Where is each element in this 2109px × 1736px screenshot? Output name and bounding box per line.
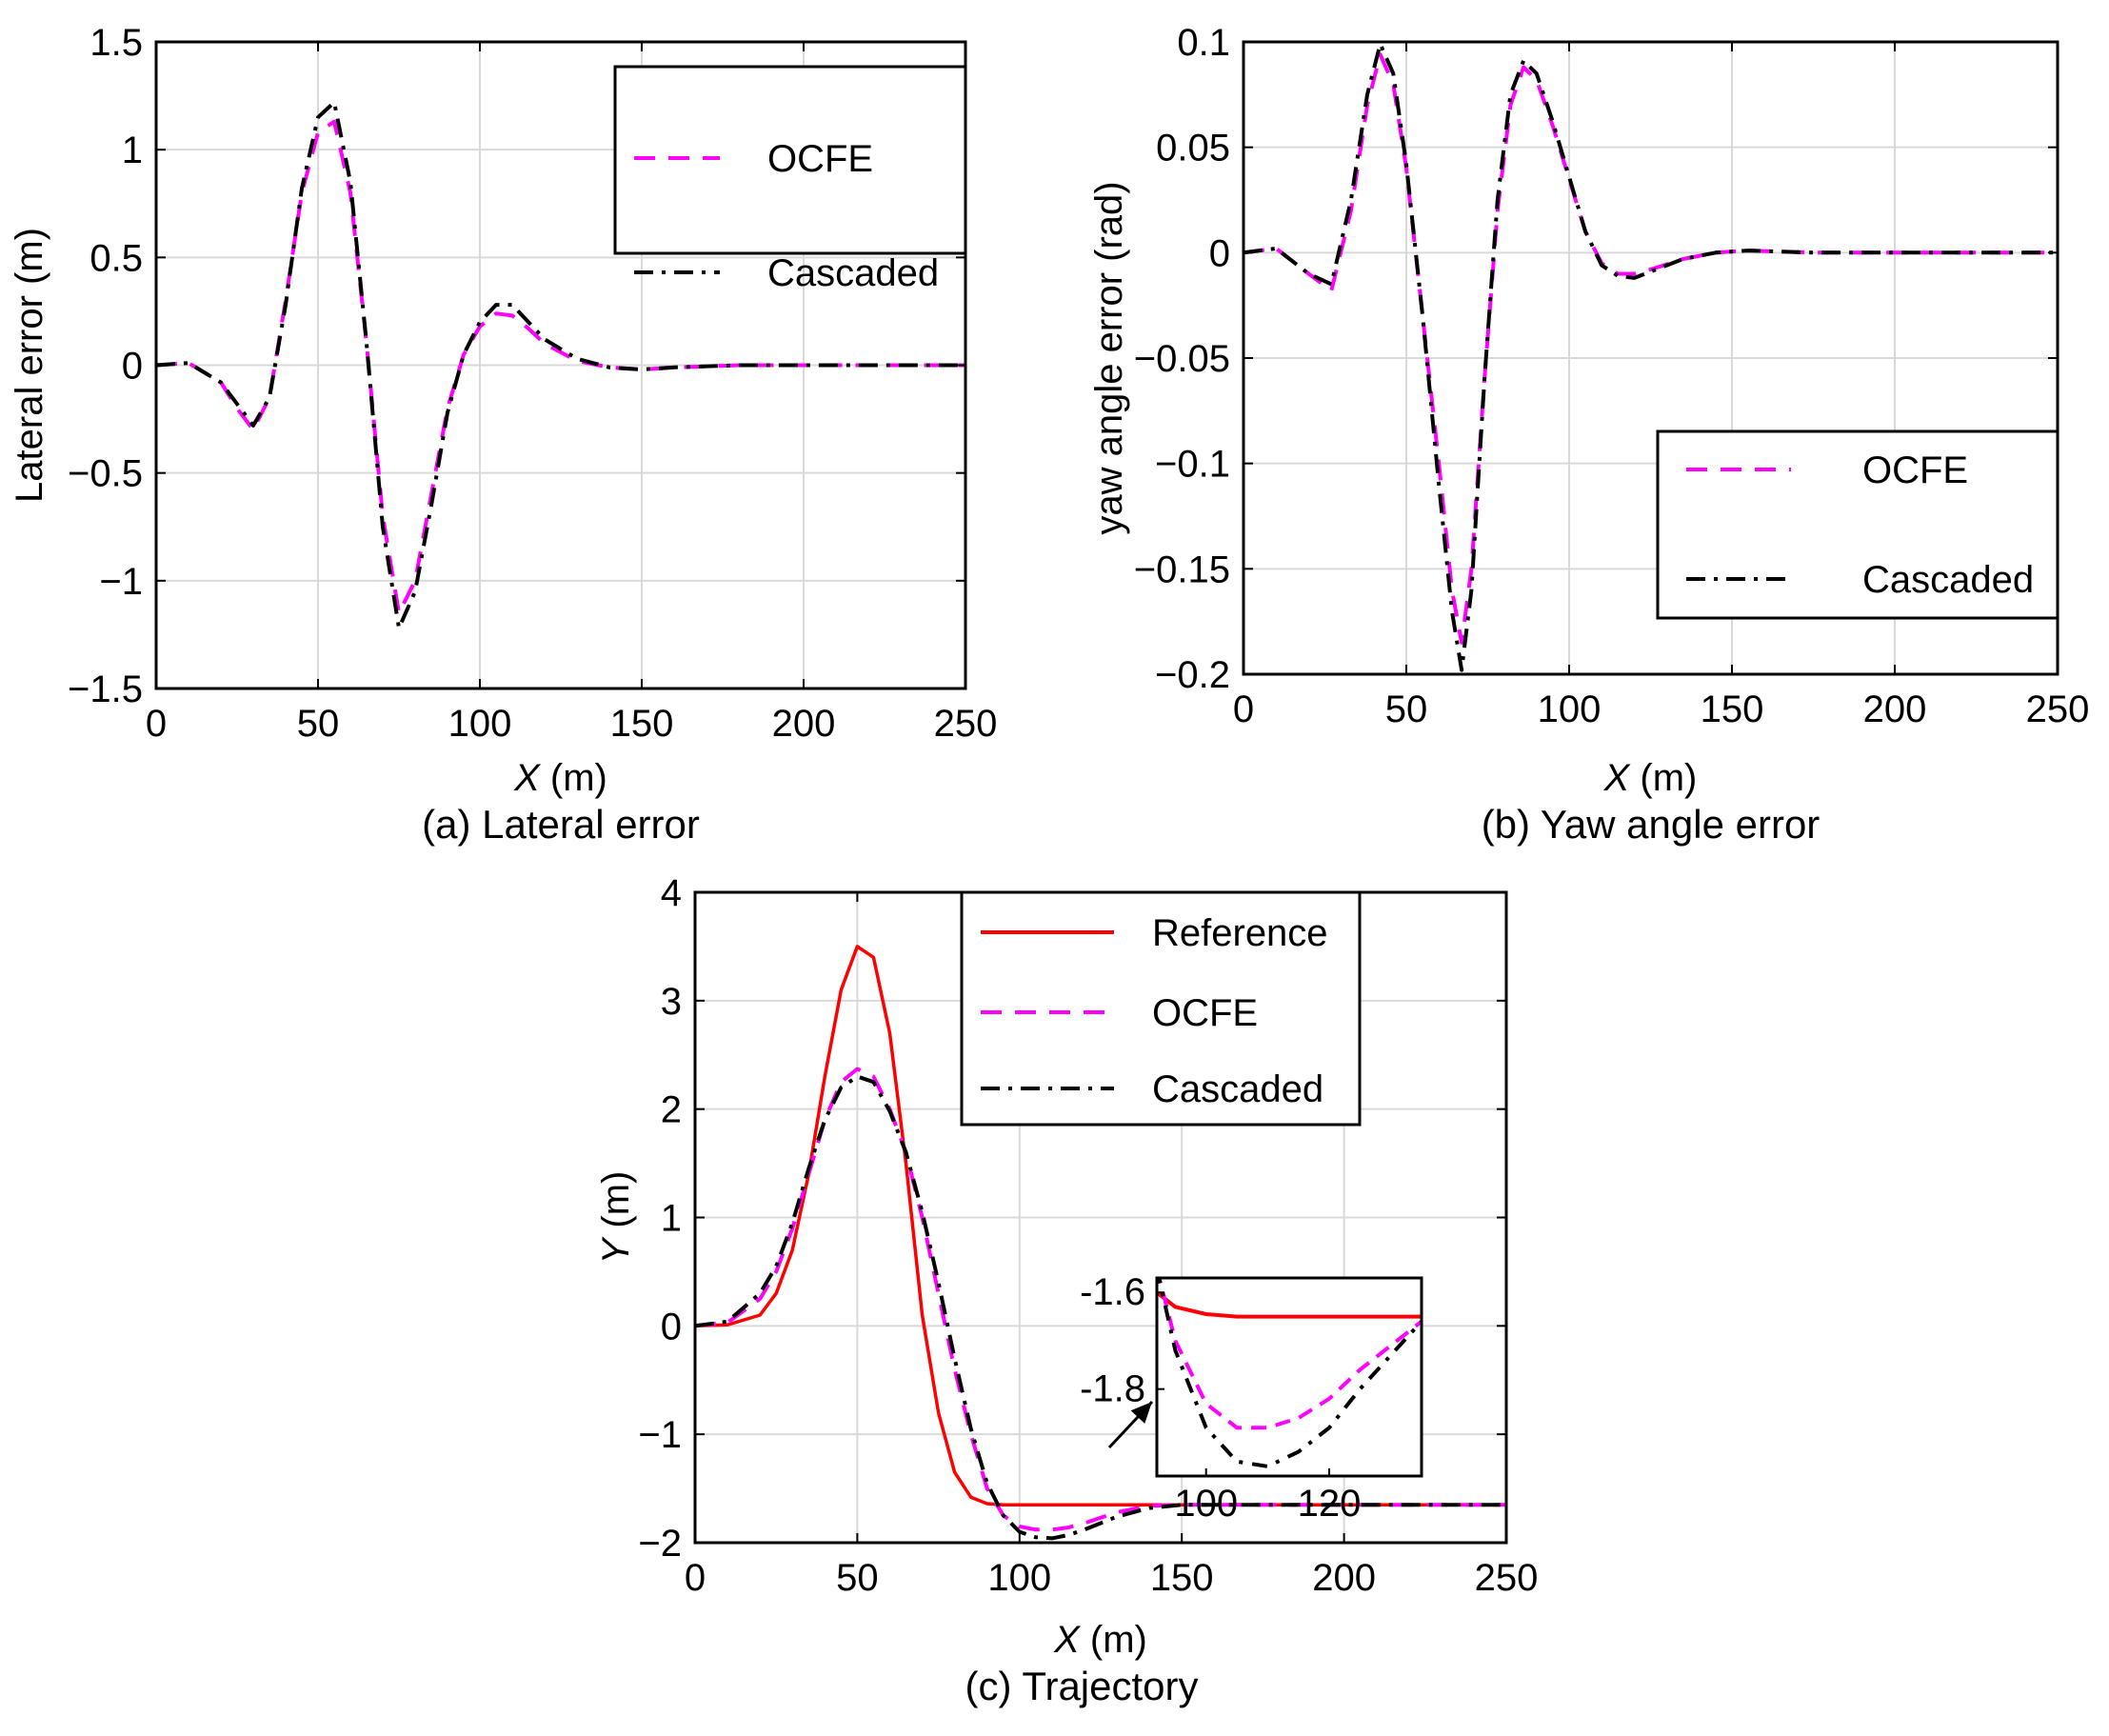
x-axis-label: X (m): [1603, 757, 1698, 799]
inset-x-tick-label: 120: [1298, 1483, 1362, 1525]
series-line-cascaded: [695, 1074, 1506, 1541]
x-axis-label: X (m): [513, 757, 607, 799]
y-tick-label: 1: [122, 130, 143, 171]
legend-label: Cascaded: [767, 252, 939, 294]
inset-zoom: 100 120 -1.6 -1.8: [1080, 1271, 1423, 1525]
inset-background: [1157, 1278, 1422, 1476]
legend-label: OCFE: [767, 138, 873, 180]
legend-label: OCFE: [1152, 992, 1258, 1034]
y-tick-label: −0.15: [1134, 549, 1230, 590]
chart-b: 0 50 100 150 200 250 −0.2 −0.15 −0.1 −0.05 0 0.05 0.…: [1088, 22, 2089, 847]
legend-label: Reference: [1152, 912, 1328, 954]
y-tick-label: −2: [638, 1523, 682, 1565]
x-tick-label: 100: [1538, 688, 1602, 730]
y-tick-label: 4: [661, 872, 682, 914]
x-tick-label: 100: [448, 703, 512, 745]
legend: OCFE Cascaded: [1656, 429, 2059, 620]
y-tick-label: 3: [661, 981, 682, 1023]
inset-y-tick-label: -1.8: [1080, 1368, 1145, 1410]
y-tick-label: 0.05: [1156, 128, 1230, 170]
y-axis-label: yaw angle error (rad): [1088, 181, 1130, 534]
y-tick-label: 2: [661, 1089, 682, 1131]
x-tick-label: 200: [1863, 688, 1927, 730]
legend-box: [1656, 429, 2059, 620]
x-tick-label: 100: [987, 1557, 1051, 1599]
y-tick-label: −0.2: [1155, 654, 1230, 696]
y-tick-label: 0: [661, 1306, 682, 1347]
x-tick-label: 250: [1475, 1557, 1539, 1599]
y-tick-label: 0: [1209, 232, 1230, 274]
chart-caption: (b) Yaw angle error: [1482, 802, 1821, 847]
x-tick-label: 50: [836, 1557, 879, 1599]
y-tick-label: −0.5: [68, 453, 143, 495]
series-line-cascaded: [1244, 42, 2058, 672]
inset-y-tick-label: -1.6: [1080, 1271, 1145, 1313]
x-tick-label: 50: [297, 703, 340, 745]
y-tick-label: −0.1: [1155, 444, 1230, 486]
x-tick-label: 50: [1385, 688, 1428, 730]
y-tick-label: −0.05: [1134, 338, 1230, 380]
x-tick-label: 150: [1701, 688, 1764, 730]
inset-arrowhead: [1130, 1402, 1152, 1424]
y-tick-label: −1: [638, 1414, 682, 1456]
x-tick-label: 200: [1312, 1557, 1376, 1599]
inset-series-line-reference: [1157, 1290, 1422, 1319]
legend-label: Cascaded: [1152, 1068, 1323, 1110]
legend-label: Cascaded: [1862, 559, 2034, 601]
x-axis-label: X (m): [1053, 1619, 1147, 1661]
y-tick-label: 0.5: [90, 237, 143, 279]
y-tick-label: 1: [661, 1198, 682, 1240]
y-axis-label: Lateral error (m): [9, 228, 50, 503]
legend-label: OCFE: [1862, 449, 1968, 491]
x-tick-label: 150: [610, 703, 674, 745]
x-tick-label: 0: [146, 703, 167, 745]
series-line-reference: [695, 945, 1506, 1507]
x-tick-label: 0: [1233, 688, 1254, 730]
chart-a: 0 50 100 150 200 250 −1.5 −1 −0.5 0 0.5 1 1.5 X (m) La…: [9, 22, 997, 847]
series-line-cascaded: [156, 100, 965, 630]
x-tick-label: 250: [934, 703, 998, 745]
y-tick-label: 0.1: [1177, 22, 1230, 64]
x-tick-label: 200: [772, 703, 836, 745]
y-tick-label: 0: [122, 346, 143, 388]
legend: OCFE Cascaded: [613, 65, 967, 294]
inset-frame: [1155, 1276, 1423, 1478]
inset-x-tick-label: 100: [1174, 1483, 1238, 1525]
chart-caption: (a) Lateral error: [422, 802, 700, 847]
inset-series-line-cascaded: [1157, 1278, 1422, 1468]
chart-caption: (c) Trajectory: [965, 1664, 1198, 1708]
x-tick-label: 150: [1150, 1557, 1214, 1599]
x-tick-label: 0: [685, 1557, 706, 1599]
inset-series-line-ocfe: [1157, 1278, 1422, 1430]
y-tick-label: 1.5: [90, 22, 143, 64]
y-tick-label: −1: [99, 561, 143, 603]
x-tick-label: 250: [2026, 688, 2090, 730]
chart-c: 0 50 100 150 200 250 −2 −1 0 1 2 3 4 X (m) Y (m) (c) Tr…: [595, 872, 1538, 1708]
y-axis-label: Y (m): [595, 1171, 637, 1265]
y-tick-label: −1.5: [68, 668, 143, 710]
legend: Reference OCFE Cascaded: [960, 890, 1362, 1127]
